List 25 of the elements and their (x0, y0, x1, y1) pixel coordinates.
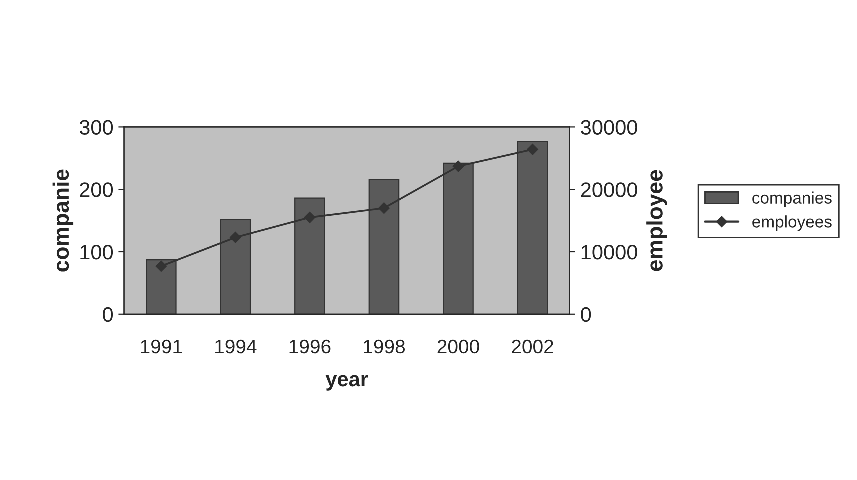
point (156, 260, 168, 272)
y-tick-label: 200 (80, 182, 114, 198)
legend-label: employees (752, 216, 832, 232)
x-axis-title: year (326, 375, 368, 391)
y-tick-label: 100 (80, 245, 114, 260)
point (378, 202, 390, 214)
point (304, 212, 316, 224)
y2-tick-label: 20000 (581, 182, 638, 198)
point (230, 232, 242, 244)
x-tick-label: 1991 (141, 340, 182, 354)
y2-axis-title: employee (646, 170, 668, 272)
legend-label: companies (752, 192, 832, 208)
y2-tick-label: 0 (581, 307, 592, 322)
x-tick-label: 2000 (438, 340, 480, 354)
x-tick-label: 1996 (290, 340, 331, 354)
y2-tick-label: 30000 (581, 120, 638, 135)
y-tick-label: 300 (80, 120, 114, 135)
x-tick-label: 1994 (216, 340, 257, 354)
y-axis-title: companie (52, 170, 74, 272)
x-tick-label: 2002 (512, 340, 554, 354)
y2-tick-label: 10000 (582, 245, 638, 260)
point (452, 160, 464, 172)
y-tick-label: 0 (103, 307, 114, 322)
point (527, 144, 538, 156)
x-tick-label: 1998 (364, 340, 406, 354)
